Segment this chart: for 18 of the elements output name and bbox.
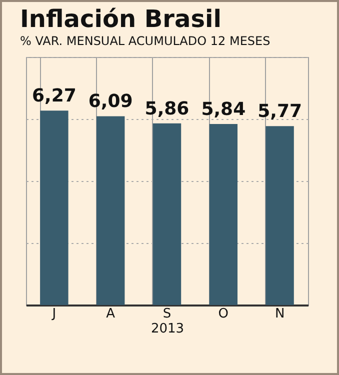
bar [152,123,182,305]
data-label: 6,27 [32,86,76,107]
x-tick-label: S [162,306,172,322]
data-label: 5,86 [144,98,190,120]
bar [266,126,294,305]
x-tick-label: O [218,306,229,322]
data-label: 5,77 [258,101,302,122]
x-tick-label: N [274,306,285,322]
x-axis-title: 2013 [150,322,184,336]
data-label: 5,84 [201,98,246,120]
x-tick-label: A [106,306,116,322]
x-tick-label: J [51,306,56,322]
bar [40,110,68,305]
chart-title: Inflación Brasil [20,5,222,33]
bar [96,116,125,305]
bar [209,124,238,305]
chart-subtitle: % VAR. MENSUAL ACUMULADO 12 MESES [20,34,270,48]
data-label: 6,09 [88,91,133,112]
